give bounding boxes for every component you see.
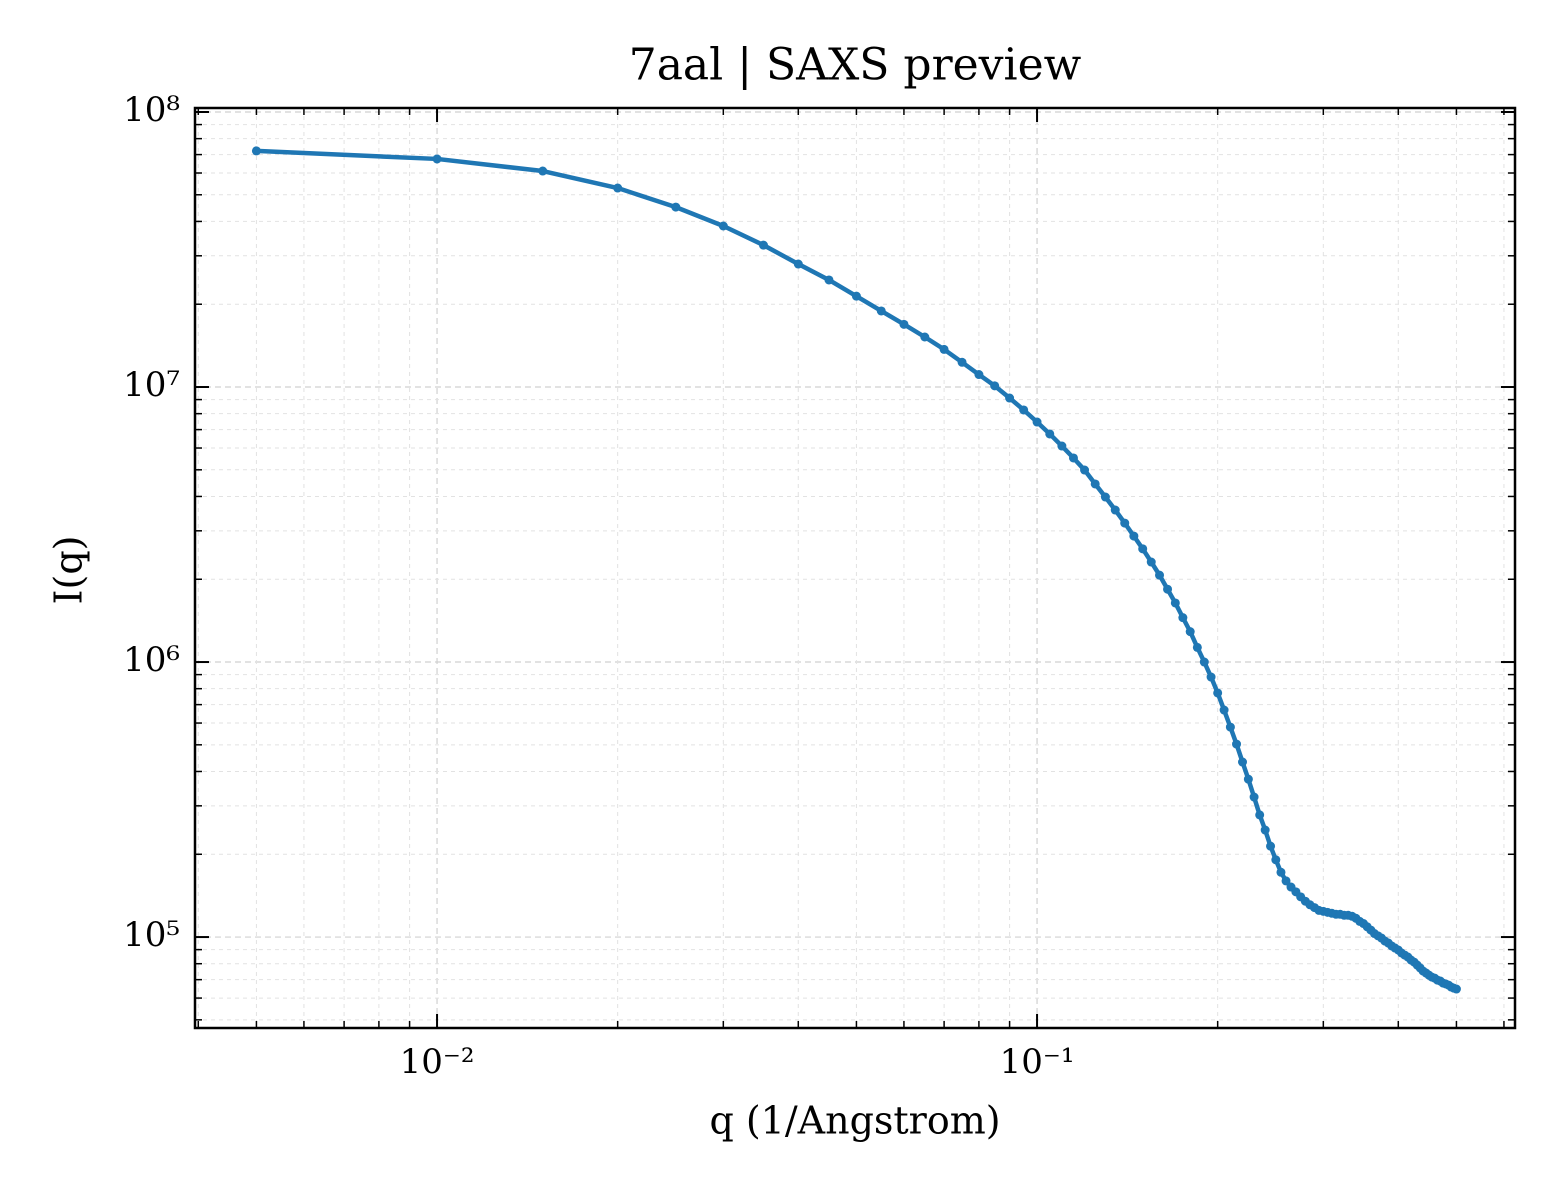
y-axis-label: I(q) (47, 536, 91, 605)
y-tick-label: 10⁶ (123, 640, 180, 680)
data-point (251, 146, 261, 156)
data-point (1192, 642, 1202, 652)
data-point (1045, 429, 1055, 439)
data-point (939, 344, 949, 354)
data-point (876, 306, 886, 316)
data-point (1249, 792, 1259, 802)
data-point (671, 202, 681, 212)
data-point (758, 240, 768, 250)
data-point (1178, 613, 1188, 623)
data-point (1138, 544, 1148, 554)
data-point (1100, 492, 1110, 502)
data-point (1068, 453, 1078, 463)
data-point (1019, 405, 1029, 415)
data-point (432, 154, 442, 164)
data-point (920, 332, 930, 342)
data-point (1199, 657, 1209, 667)
y-tick-label: 10⁷ (123, 365, 180, 405)
data-point (793, 259, 803, 269)
data-point (1219, 705, 1229, 715)
data-point (718, 221, 728, 231)
data-point (1170, 598, 1180, 608)
data-point (1260, 825, 1270, 835)
data-point (1276, 867, 1286, 877)
data-point (538, 166, 548, 176)
data-point (1080, 465, 1090, 475)
data-point (824, 275, 834, 285)
data-point (1451, 984, 1461, 994)
data-point (1185, 627, 1195, 637)
data-point (1090, 479, 1100, 489)
plot-frame (193, 106, 1517, 1030)
y-tick-label: 10⁸ (123, 90, 180, 130)
data-point (957, 357, 967, 367)
data-point (1238, 757, 1248, 767)
data-point (1232, 739, 1242, 749)
data-point (1129, 531, 1139, 541)
data-point (1120, 518, 1130, 528)
data-point (1163, 584, 1173, 594)
data-point (1266, 841, 1276, 851)
data-point (1225, 722, 1235, 732)
data-point (990, 381, 1000, 391)
data-point (1271, 855, 1281, 865)
data-point (1281, 876, 1291, 886)
data-point (851, 291, 861, 301)
data-point (1110, 505, 1120, 515)
data-point (974, 370, 984, 380)
data-point (1005, 393, 1015, 403)
x-tick-label: 10⁻¹ (1000, 1042, 1075, 1082)
data-point (1032, 417, 1042, 427)
x-tick-label: 10⁻² (400, 1042, 475, 1082)
data-point (1206, 672, 1216, 682)
x-axis-label: q (1/Angstrom) (709, 1099, 1000, 1143)
data-point (1255, 810, 1265, 820)
data-point (613, 183, 623, 193)
y-tick-label: 10⁵ (123, 915, 180, 955)
chart-title: 7aal | SAXS preview (629, 40, 1082, 91)
data-point (899, 319, 909, 329)
data-point (1213, 688, 1223, 698)
data-point (1057, 441, 1067, 451)
plot (251, 146, 1461, 994)
data-point (1146, 557, 1156, 567)
data-point (1243, 774, 1253, 784)
data-point (1155, 570, 1165, 580)
